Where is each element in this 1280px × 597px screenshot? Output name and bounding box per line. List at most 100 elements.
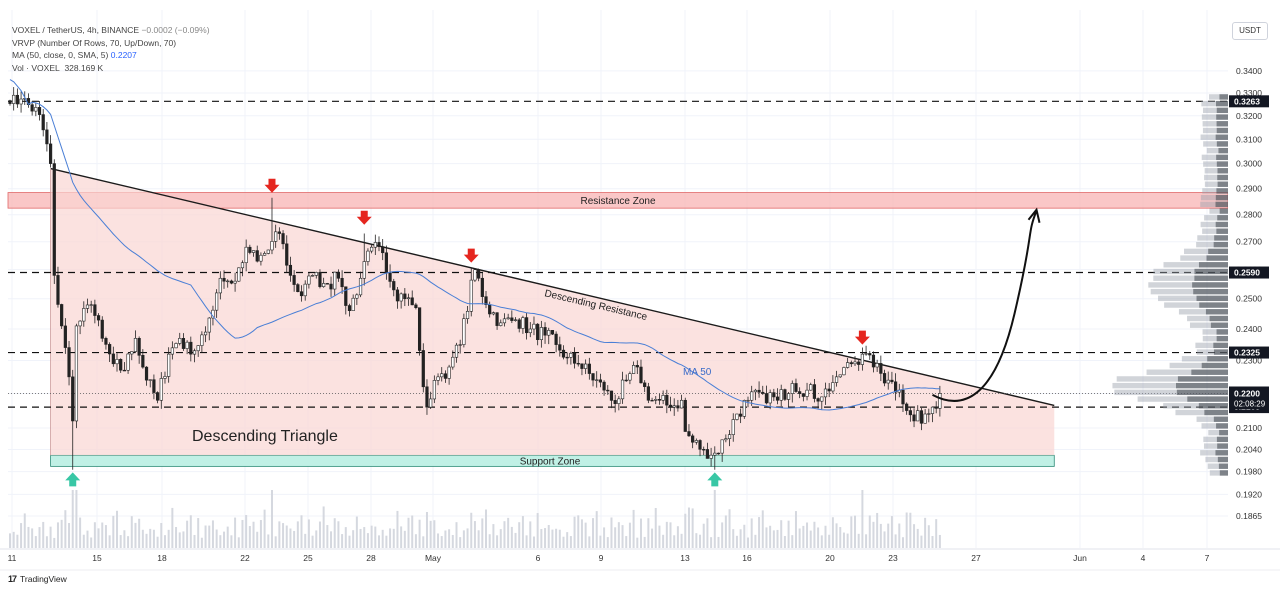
level-price-text: 0.3263 — [1234, 96, 1260, 106]
candle-down — [812, 384, 817, 399]
down-arrow-icon — [356, 210, 372, 225]
candle-down — [156, 392, 160, 401]
volume-profile-row-down — [1217, 443, 1228, 449]
candle-down — [318, 272, 322, 287]
volume-bar — [529, 521, 532, 548]
volume-bar — [706, 518, 709, 548]
candle-up — [432, 380, 436, 400]
volume-profile-row-down — [1216, 107, 1228, 114]
ma-line: MA 50 — [9, 79, 940, 411]
candle-up — [240, 262, 245, 269]
candle-up — [727, 434, 732, 439]
price-tick-label: 0.2040 — [1236, 444, 1262, 454]
volume-bar — [695, 533, 698, 548]
candle-down — [417, 307, 422, 351]
candle-down — [277, 231, 281, 234]
time-tick-label: 28 — [366, 553, 376, 563]
candle-up — [539, 327, 543, 340]
volume-profile-row — [1114, 389, 1228, 396]
candle-down — [657, 399, 662, 401]
volume-profile-row-down — [1205, 309, 1228, 315]
candle-up — [370, 246, 374, 252]
candle-down — [624, 379, 628, 382]
volume-bar — [49, 526, 52, 548]
candle-down — [299, 291, 304, 297]
symbol-text: VOXEL / TetherUS, 4h, BINANCE — [12, 25, 140, 35]
volume-profile-row-down — [1215, 194, 1228, 201]
candle-up — [513, 319, 518, 321]
volume-bar — [396, 510, 399, 548]
candle-down — [122, 369, 126, 372]
volume-bar — [237, 537, 240, 548]
candle-down — [827, 388, 831, 392]
volume-bar — [684, 513, 687, 548]
volume-profile-row — [1181, 356, 1228, 362]
up-arrow-icon — [65, 472, 81, 487]
volume-profile-row-down — [1216, 161, 1228, 167]
brand-footer[interactable]: 17 TradingView — [8, 574, 67, 584]
volume-bar — [289, 528, 292, 548]
candle-up — [451, 356, 455, 368]
candle-up — [672, 405, 676, 408]
volume-bar — [473, 521, 476, 548]
volume-bar — [569, 536, 572, 548]
candle-down — [554, 333, 558, 345]
price-tick-label: 0.3000 — [1236, 159, 1262, 169]
volume-bar — [215, 529, 218, 548]
candle-down — [392, 281, 396, 291]
candle-down — [801, 393, 805, 397]
volume-bar — [901, 537, 904, 548]
volume-bar — [311, 535, 314, 548]
volume-bar — [414, 534, 417, 548]
axis-background — [1228, 0, 1280, 560]
volume-bar — [208, 525, 211, 548]
candle-down — [524, 317, 529, 334]
volume-profile-row-down — [1201, 362, 1228, 369]
candle-down — [558, 344, 562, 351]
candle-up — [303, 283, 307, 297]
candle-down — [517, 319, 521, 329]
time-tick-label: 27 — [971, 553, 981, 563]
candle-up — [429, 398, 433, 408]
volume-bar — [813, 521, 816, 548]
volume-bar — [595, 511, 598, 548]
price-tick-label: 0.2400 — [1236, 324, 1262, 334]
volume-bar — [352, 530, 355, 548]
level-price-badge — [1229, 95, 1269, 108]
support-zone-label: Support Zone — [520, 456, 581, 467]
candle-down — [229, 280, 234, 284]
volume-bar — [632, 509, 635, 548]
volume-bar — [905, 512, 908, 548]
candle-up — [226, 280, 230, 283]
volume-profile-row — [1202, 107, 1228, 114]
candle-up — [440, 373, 444, 378]
volume-bar — [558, 529, 561, 548]
volume-bar — [603, 527, 606, 548]
candle-up — [259, 254, 263, 262]
candle-down — [635, 365, 639, 368]
volume-bar — [699, 534, 702, 548]
currency-button[interactable]: USDT — [1232, 22, 1268, 40]
time-tick-label: Jun — [1073, 553, 1087, 563]
candle-down — [602, 381, 606, 391]
candle-up — [174, 343, 178, 349]
volume-profile-row-down — [1216, 188, 1228, 194]
volume-bar — [296, 521, 299, 548]
volume-bar — [370, 525, 373, 548]
volume-bar — [344, 527, 347, 548]
volume-profile-row — [1187, 315, 1228, 322]
candle-up — [148, 379, 152, 381]
candle-down — [104, 338, 108, 345]
volume-bar — [425, 511, 428, 548]
volume-bar — [79, 517, 82, 548]
volume-bar — [562, 536, 565, 548]
candle-up — [185, 341, 189, 349]
candle-down — [761, 391, 765, 394]
candle-down — [8, 100, 12, 104]
candle-down — [344, 286, 348, 306]
candle-down — [477, 269, 481, 279]
volume-profile-row — [1204, 215, 1228, 221]
